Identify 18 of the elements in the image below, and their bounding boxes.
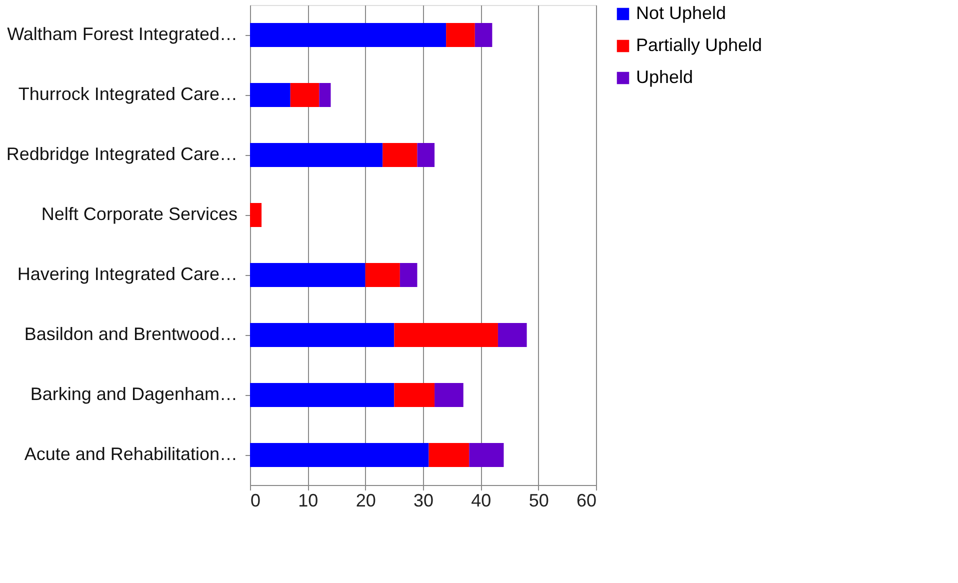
x-tick-label: 0	[250, 490, 261, 510]
x-tick-label: 30	[413, 490, 434, 510]
y-tick-label: Nelft Corporate Services	[41, 204, 238, 224]
y-tick-label: Waltham Forest Integrated…	[7, 24, 238, 44]
x-tick-label: 10	[298, 490, 318, 510]
y-tick-label: Havering Integrated Care…	[17, 264, 238, 284]
x-tick-label: 20	[356, 490, 376, 510]
x-tick-label: 60	[576, 490, 596, 510]
y-tick-label: Thurrock Integrated Care…	[18, 84, 238, 104]
x-tick-label: 40	[471, 490, 492, 510]
y-tick-label: Basildon and Brentwood…	[24, 324, 238, 344]
legend-label: Partially Upheld	[636, 35, 762, 55]
y-tick-label: Redbridge Integrated Care…	[6, 144, 238, 164]
y-tick-label: Acute and Rehabilitation…	[24, 444, 238, 464]
legend-label: Upheld	[636, 67, 694, 87]
x-tick-label: 50	[528, 490, 549, 510]
y-tick-label: Barking and Dagenham…	[30, 384, 238, 404]
legend-label: Not Upheld	[636, 3, 726, 23]
